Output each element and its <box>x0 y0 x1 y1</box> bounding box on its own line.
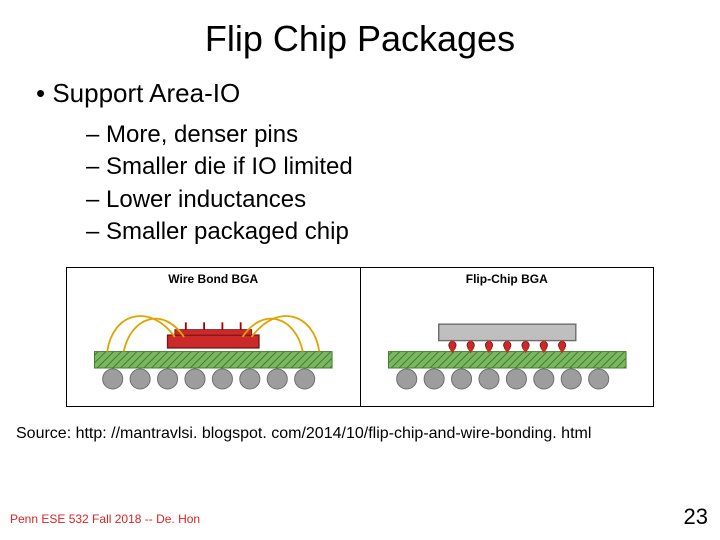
wirebond-diagram <box>67 288 360 406</box>
wirebond-panel: Wire Bond BGA <box>67 268 360 406</box>
bullet-level2-3: Smaller packaged chip <box>86 216 692 248</box>
comparison-figure: Wire Bond BGA <box>66 267 654 407</box>
bullet-level2-1: Smaller die if IO limited <box>86 151 692 183</box>
slide-title: Flip Chip Packages <box>28 18 692 60</box>
bullet-level2-0: More, denser pins <box>86 119 692 151</box>
wirebond-panel-title: Wire Bond BGA <box>67 268 360 288</box>
bullet-level1: Support Area-IO <box>36 78 692 109</box>
flipchip-diagram <box>361 288 654 406</box>
footer-course: Penn ESE 532 Fall 2018 -- De. Hon <box>10 512 200 526</box>
page-number: 23 <box>684 504 708 530</box>
flipchip-panel-title: Flip-Chip BGA <box>361 268 654 288</box>
bullet-level2-2: Lower inductances <box>86 184 692 216</box>
flipchip-panel: Flip-Chip BGA <box>360 268 654 406</box>
source-text: Source: http: //mantravlsi. blogspot. co… <box>16 425 692 443</box>
